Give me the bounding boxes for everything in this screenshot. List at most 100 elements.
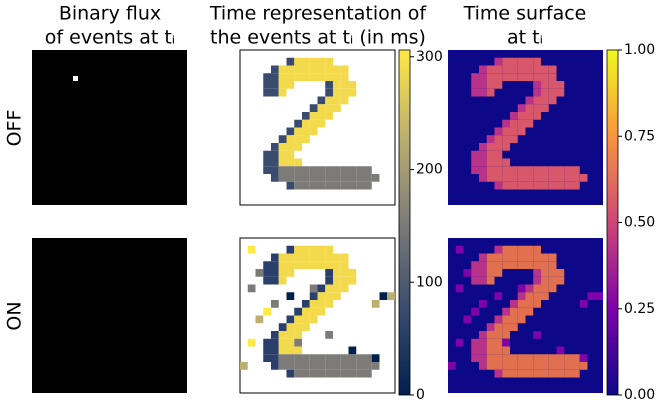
time-pixel [271, 150, 279, 159]
time-pixel [325, 300, 333, 308]
surface-pixel [455, 245, 464, 254]
surface-pixel [502, 346, 510, 355]
surface-pixel [556, 174, 565, 182]
surface-pixel [502, 362, 510, 370]
time-pixel [263, 81, 271, 89]
surface-pixel [517, 292, 526, 300]
colorbars: 0 100 200 300 0.00 0.25 0.50 0.75 1.00 [398, 42, 655, 403]
surface-pixel [479, 166, 487, 174]
surface-pixel [471, 88, 479, 97]
surface-pixel [471, 307, 479, 316]
surface-pixel [525, 300, 534, 308]
time-pixel [340, 253, 349, 262]
surface-pixel [533, 88, 541, 97]
surface-pixel [502, 181, 510, 190]
time-pixel [371, 362, 380, 370]
surface-pixel [471, 269, 479, 277]
surface-pixel [471, 81, 479, 89]
time-pixel [255, 315, 264, 324]
surface-pixel [572, 181, 580, 190]
time-pixel [333, 261, 341, 269]
surface-pixel [548, 181, 557, 190]
time-pixel [309, 307, 318, 316]
surface-pixel [479, 354, 487, 362]
time-pixel [271, 261, 279, 269]
time-pixel [286, 269, 295, 277]
surface-pixel [494, 292, 503, 300]
time-pixel [271, 158, 279, 167]
time-pixel [271, 81, 279, 89]
time-pixel [309, 174, 318, 182]
time-pixel [271, 331, 279, 339]
time-pixel [271, 88, 279, 97]
time-pixel [309, 65, 318, 74]
time-pixel [263, 88, 271, 97]
surface-pixel [548, 369, 557, 378]
surface-pixel [494, 57, 503, 66]
surface-pixel [587, 292, 596, 300]
time-pixel [271, 300, 279, 308]
surface-pixel [471, 354, 479, 362]
surface-pixel [556, 269, 565, 277]
surface-pixel [572, 174, 580, 182]
surface-pixel [525, 284, 534, 293]
surface-pixel [564, 354, 572, 362]
surface-pixel [525, 119, 534, 128]
surface-pixel [471, 158, 479, 167]
surface-pixel [502, 143, 510, 151]
time-pixel [247, 245, 256, 254]
surface-pixel [517, 284, 526, 293]
surface-pixel [486, 65, 495, 74]
surface-pixel [517, 174, 526, 182]
time-pixel [317, 292, 326, 300]
surface-pixel [510, 65, 518, 74]
surface-pixel [510, 354, 518, 362]
time-pixel [302, 65, 310, 74]
time-pixel [286, 143, 295, 151]
surface-pixel [486, 338, 495, 347]
surface-pixel [479, 269, 487, 277]
surface-pixel [510, 112, 518, 120]
surface-pixel [548, 253, 557, 262]
time-pixel [364, 354, 372, 362]
time-pixel [271, 166, 279, 174]
time-pixel [278, 338, 287, 347]
surface-pixel [494, 81, 503, 89]
time-pixel [271, 269, 279, 277]
surface-pixel [533, 81, 541, 89]
time-pixel [278, 362, 287, 370]
surface-pixel [494, 331, 503, 339]
surface-pixel [502, 331, 510, 339]
time-pixel [317, 245, 326, 254]
surface-pixel [548, 96, 557, 105]
surface-pixel [479, 88, 487, 97]
time-pixel [340, 181, 349, 190]
surface-pixel [486, 150, 495, 159]
time-pixel [348, 276, 357, 285]
surface-pixel [533, 57, 541, 66]
time-pixel [317, 362, 326, 370]
surface-pixel [517, 315, 526, 324]
surface-pixel [510, 166, 518, 174]
time-pixel [271, 338, 279, 347]
time-pixel [302, 119, 310, 128]
time-pixel [302, 245, 310, 254]
time-pixel [309, 362, 318, 370]
surface-pixel [541, 276, 549, 285]
time-pixel [340, 166, 349, 174]
surface-pixel [517, 65, 526, 74]
time-pixel [309, 112, 318, 120]
time-pixel [364, 362, 372, 370]
surface-pixel [486, 174, 495, 182]
time-pixel [333, 292, 341, 300]
column-title: Time representation of [209, 3, 428, 25]
surface-pixel [525, 73, 534, 81]
time-pixel [317, 369, 326, 378]
time-pixel [356, 369, 364, 378]
time-pixel [294, 369, 302, 378]
surface-pixel [556, 346, 565, 355]
time-pixel [286, 253, 295, 262]
surface-pixel [486, 143, 495, 151]
time-pixel [302, 73, 310, 81]
